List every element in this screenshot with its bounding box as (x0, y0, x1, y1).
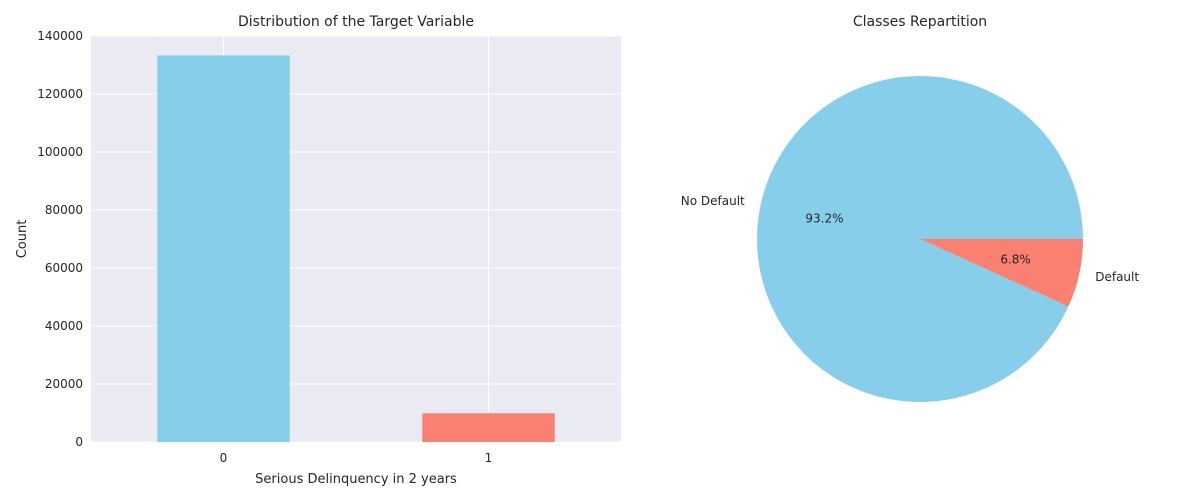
pie-marks: No Default 93.2% Default 6.8% (681, 76, 1139, 403)
y-tick-label: 120000 (37, 87, 83, 101)
y-tick-label: 40000 (45, 319, 83, 333)
bar-chart-title: Distribution of the Target Variable (238, 14, 474, 30)
bar-y-ticks: 0 20000 40000 60000 80000 100000 120000 140000 (37, 29, 83, 449)
pie-chart-title: Classes Repartition (853, 14, 987, 30)
y-tick-label: 80000 (45, 203, 83, 217)
pie-label: No Default (681, 194, 745, 208)
bar-x-axis-label: Serious Delinquency in 2 years (255, 472, 457, 487)
bar-marks (157, 55, 555, 443)
y-tick-label: 100000 (37, 145, 83, 159)
y-tick-label: 0 (75, 435, 83, 449)
y-tick-label: 60000 (45, 261, 83, 275)
bar-chart: 020000400006000080000100000120000140000 … (15, 14, 621, 487)
pie-percent-label: 93.2% (805, 211, 843, 225)
x-tick-label: 0 (220, 451, 228, 465)
x-tick-label: 1 (485, 451, 493, 465)
pie-slice-no-default (757, 76, 1083, 403)
bar-0 (157, 55, 290, 443)
y-tick-label: 20000 (45, 377, 83, 391)
y-tick-label: 140000 (37, 29, 83, 43)
pie-chart: Classes Repartition No Default 93.2% Defau… (681, 14, 1139, 403)
bar-y-axis-label: Count (15, 220, 30, 259)
pie-label: Default (1095, 270, 1139, 284)
pie-percent-label: 6.8% (1000, 253, 1031, 267)
bar-1 (422, 413, 555, 442)
pie-slice-default (920, 239, 1083, 307)
